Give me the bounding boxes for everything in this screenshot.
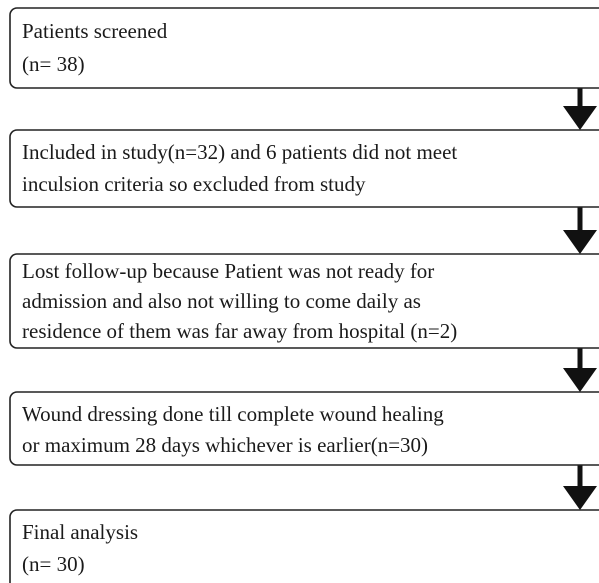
node-text: or maximum 28 days whichever is earlier(… xyxy=(22,433,428,457)
flow-node: Included in study(n=32) and 6 patients d… xyxy=(9,129,599,208)
arrow-head xyxy=(563,230,597,254)
arrow-head xyxy=(563,106,597,130)
node-text: (n= 38) xyxy=(22,52,85,76)
node-box xyxy=(9,7,599,89)
arrow-head xyxy=(563,368,597,392)
node-text: Final analysis xyxy=(22,520,138,544)
node-text: admission and also not willing to come d… xyxy=(22,289,421,313)
node-text: inculsion criteria so excluded from stud… xyxy=(22,172,366,196)
arrow xyxy=(563,465,597,510)
node-text: Included in study(n=32) and 6 patients d… xyxy=(22,140,457,164)
flow-node: Wound dressing done till complete wound … xyxy=(9,391,599,466)
node-text: Wound dressing done till complete wound … xyxy=(22,402,444,426)
arrow xyxy=(563,207,597,254)
node-box xyxy=(9,509,599,583)
node-text: (n= 30) xyxy=(22,552,85,576)
node-box xyxy=(9,129,599,208)
node-box xyxy=(9,391,599,466)
node-box xyxy=(9,253,599,349)
arrow xyxy=(563,348,597,392)
node-text: residence of them was far away from hosp… xyxy=(22,319,457,343)
node-text: Patients screened xyxy=(22,19,168,43)
flow-node: Patients screened (n= 38) xyxy=(9,7,599,89)
node-text: Lost follow-up because Patient was not r… xyxy=(22,259,434,283)
flow-node: Final analysis (n= 30) xyxy=(9,509,599,583)
flow-node: Lost follow-up because Patient was not r… xyxy=(9,253,599,349)
arrow-head xyxy=(563,486,597,510)
arrow xyxy=(563,88,597,130)
